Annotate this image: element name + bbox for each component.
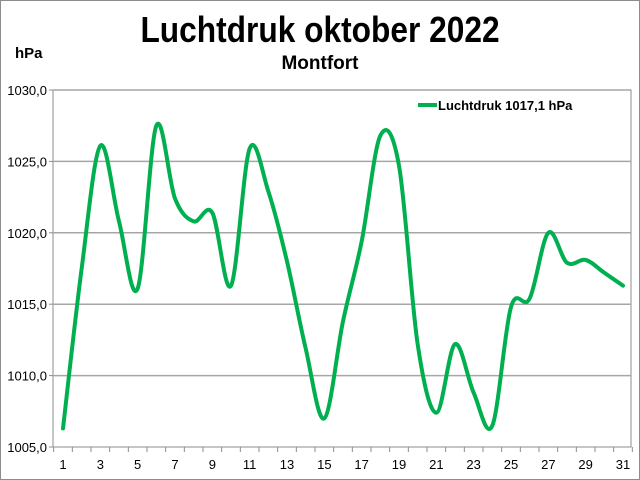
chart-title: Luchtdruk oktober 2022: [140, 9, 500, 50]
y-tick-label: 1025,0: [7, 154, 47, 169]
x-tick-label: 13: [280, 457, 294, 472]
x-tick-label: 1: [59, 457, 66, 472]
x-tick-label: 23: [466, 457, 480, 472]
y-axis-label: hPa: [15, 45, 43, 62]
x-tick-label: 27: [541, 457, 555, 472]
x-tick-label: 3: [97, 457, 104, 472]
x-tick-label: 5: [134, 457, 141, 472]
x-tick-label: 29: [578, 457, 592, 472]
series-line: [61, 121, 625, 431]
x-tick-label: 31: [616, 457, 630, 472]
y-tick-label: 1020,0: [7, 226, 47, 241]
legend-label: Luchtdruk 1017,1 hPa: [438, 98, 573, 113]
x-tick-label: 25: [504, 457, 518, 472]
x-tick-label: 19: [392, 457, 406, 472]
y-tick-label: 1010,0: [7, 369, 47, 384]
y-tick-label: 1015,0: [7, 297, 47, 312]
x-tick-label: 9: [209, 457, 216, 472]
y-tick-label: 1005,0: [7, 440, 47, 455]
x-tick-label: 7: [171, 457, 178, 472]
x-tick-label: 11: [243, 457, 257, 472]
x-tick-label: 15: [317, 457, 331, 472]
x-tick-label: 17: [354, 457, 368, 472]
y-tick-label: 1030,0: [7, 83, 47, 98]
x-tick-label: 21: [429, 457, 443, 472]
chart-subtitle: Montfort: [281, 53, 359, 74]
